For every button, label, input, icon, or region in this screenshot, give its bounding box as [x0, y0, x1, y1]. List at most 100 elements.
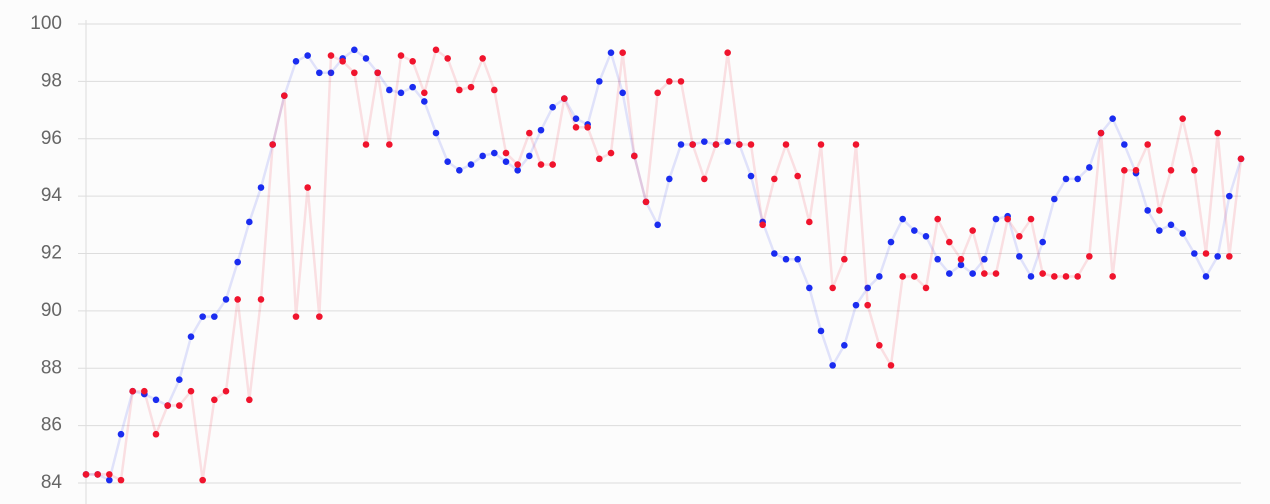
point: [479, 152, 486, 160]
point: [1051, 195, 1058, 203]
point: [327, 52, 335, 59]
point: [759, 221, 766, 229]
point: [981, 270, 988, 277]
point: [1051, 273, 1058, 280]
point: [747, 172, 755, 180]
point: [246, 396, 253, 404]
point: [1237, 155, 1245, 163]
point: [771, 175, 778, 183]
point: [806, 218, 813, 226]
y-tick-label: 86: [41, 415, 62, 436]
point: [82, 471, 90, 478]
point: [561, 95, 568, 102]
point: [771, 250, 778, 257]
point: [152, 396, 160, 404]
point: [421, 98, 428, 105]
point: [817, 141, 825, 148]
point: [374, 69, 381, 77]
point: [362, 141, 370, 148]
point: [526, 152, 533, 160]
point: [316, 313, 323, 320]
point: [654, 221, 661, 229]
point: [992, 270, 1000, 277]
point: [1039, 238, 1046, 246]
point: [257, 296, 265, 303]
point: [1214, 129, 1221, 137]
point: [666, 78, 673, 85]
y-tick-label: 88: [41, 357, 62, 378]
point: [1086, 164, 1093, 171]
point: [1144, 207, 1151, 214]
point: [724, 49, 731, 56]
point: [1167, 167, 1175, 174]
point: [444, 158, 451, 165]
point: [362, 55, 370, 62]
point: [654, 89, 661, 97]
point: [607, 149, 615, 157]
point: [642, 198, 650, 206]
point: [327, 69, 335, 77]
point: [619, 49, 626, 56]
point: [199, 476, 206, 484]
point: [117, 476, 125, 484]
point: [1027, 273, 1035, 280]
point: [689, 141, 696, 148]
point: [409, 57, 416, 65]
point: [724, 138, 731, 145]
point: [1039, 270, 1046, 277]
point: [292, 313, 300, 320]
point: [677, 141, 685, 148]
point: [1004, 215, 1011, 223]
point: [1086, 253, 1093, 260]
point: [117, 430, 125, 438]
point: [281, 92, 288, 100]
point: [1121, 141, 1128, 148]
point: [339, 57, 346, 65]
point: [1214, 253, 1221, 260]
point: [141, 387, 148, 395]
point: [876, 273, 883, 280]
point: [1167, 221, 1175, 229]
point: [957, 261, 965, 269]
point: [1109, 273, 1116, 280]
point: [199, 313, 206, 320]
point: [234, 296, 241, 303]
point: [1027, 215, 1035, 223]
point: [782, 141, 790, 148]
point: [176, 402, 183, 409]
point: [1202, 273, 1210, 280]
point: [397, 89, 405, 97]
point: [852, 141, 860, 148]
y-tick-label: 92: [41, 243, 62, 264]
point: [817, 327, 825, 335]
point: [292, 57, 300, 65]
point: [911, 273, 918, 280]
point: [421, 89, 428, 97]
point: [1191, 250, 1198, 257]
point: [911, 227, 918, 234]
point: [1062, 273, 1070, 280]
point: [514, 161, 521, 168]
point: [946, 238, 953, 246]
point: [187, 333, 195, 340]
point: [386, 86, 393, 94]
point: [351, 69, 358, 77]
point: [467, 83, 475, 91]
point: [537, 161, 545, 168]
y-tick-label: 90: [41, 300, 62, 321]
point: [712, 141, 720, 148]
point: [491, 149, 498, 157]
point: [1132, 167, 1140, 174]
point: [1202, 250, 1210, 257]
point: [887, 362, 895, 369]
point: [1109, 115, 1116, 122]
point: [94, 471, 101, 478]
point: [397, 52, 405, 59]
point: [467, 161, 475, 168]
point: [549, 161, 556, 168]
point: [1016, 232, 1023, 240]
point: [736, 141, 743, 148]
point: [864, 284, 871, 292]
point: [222, 387, 230, 395]
point: [1156, 227, 1163, 234]
